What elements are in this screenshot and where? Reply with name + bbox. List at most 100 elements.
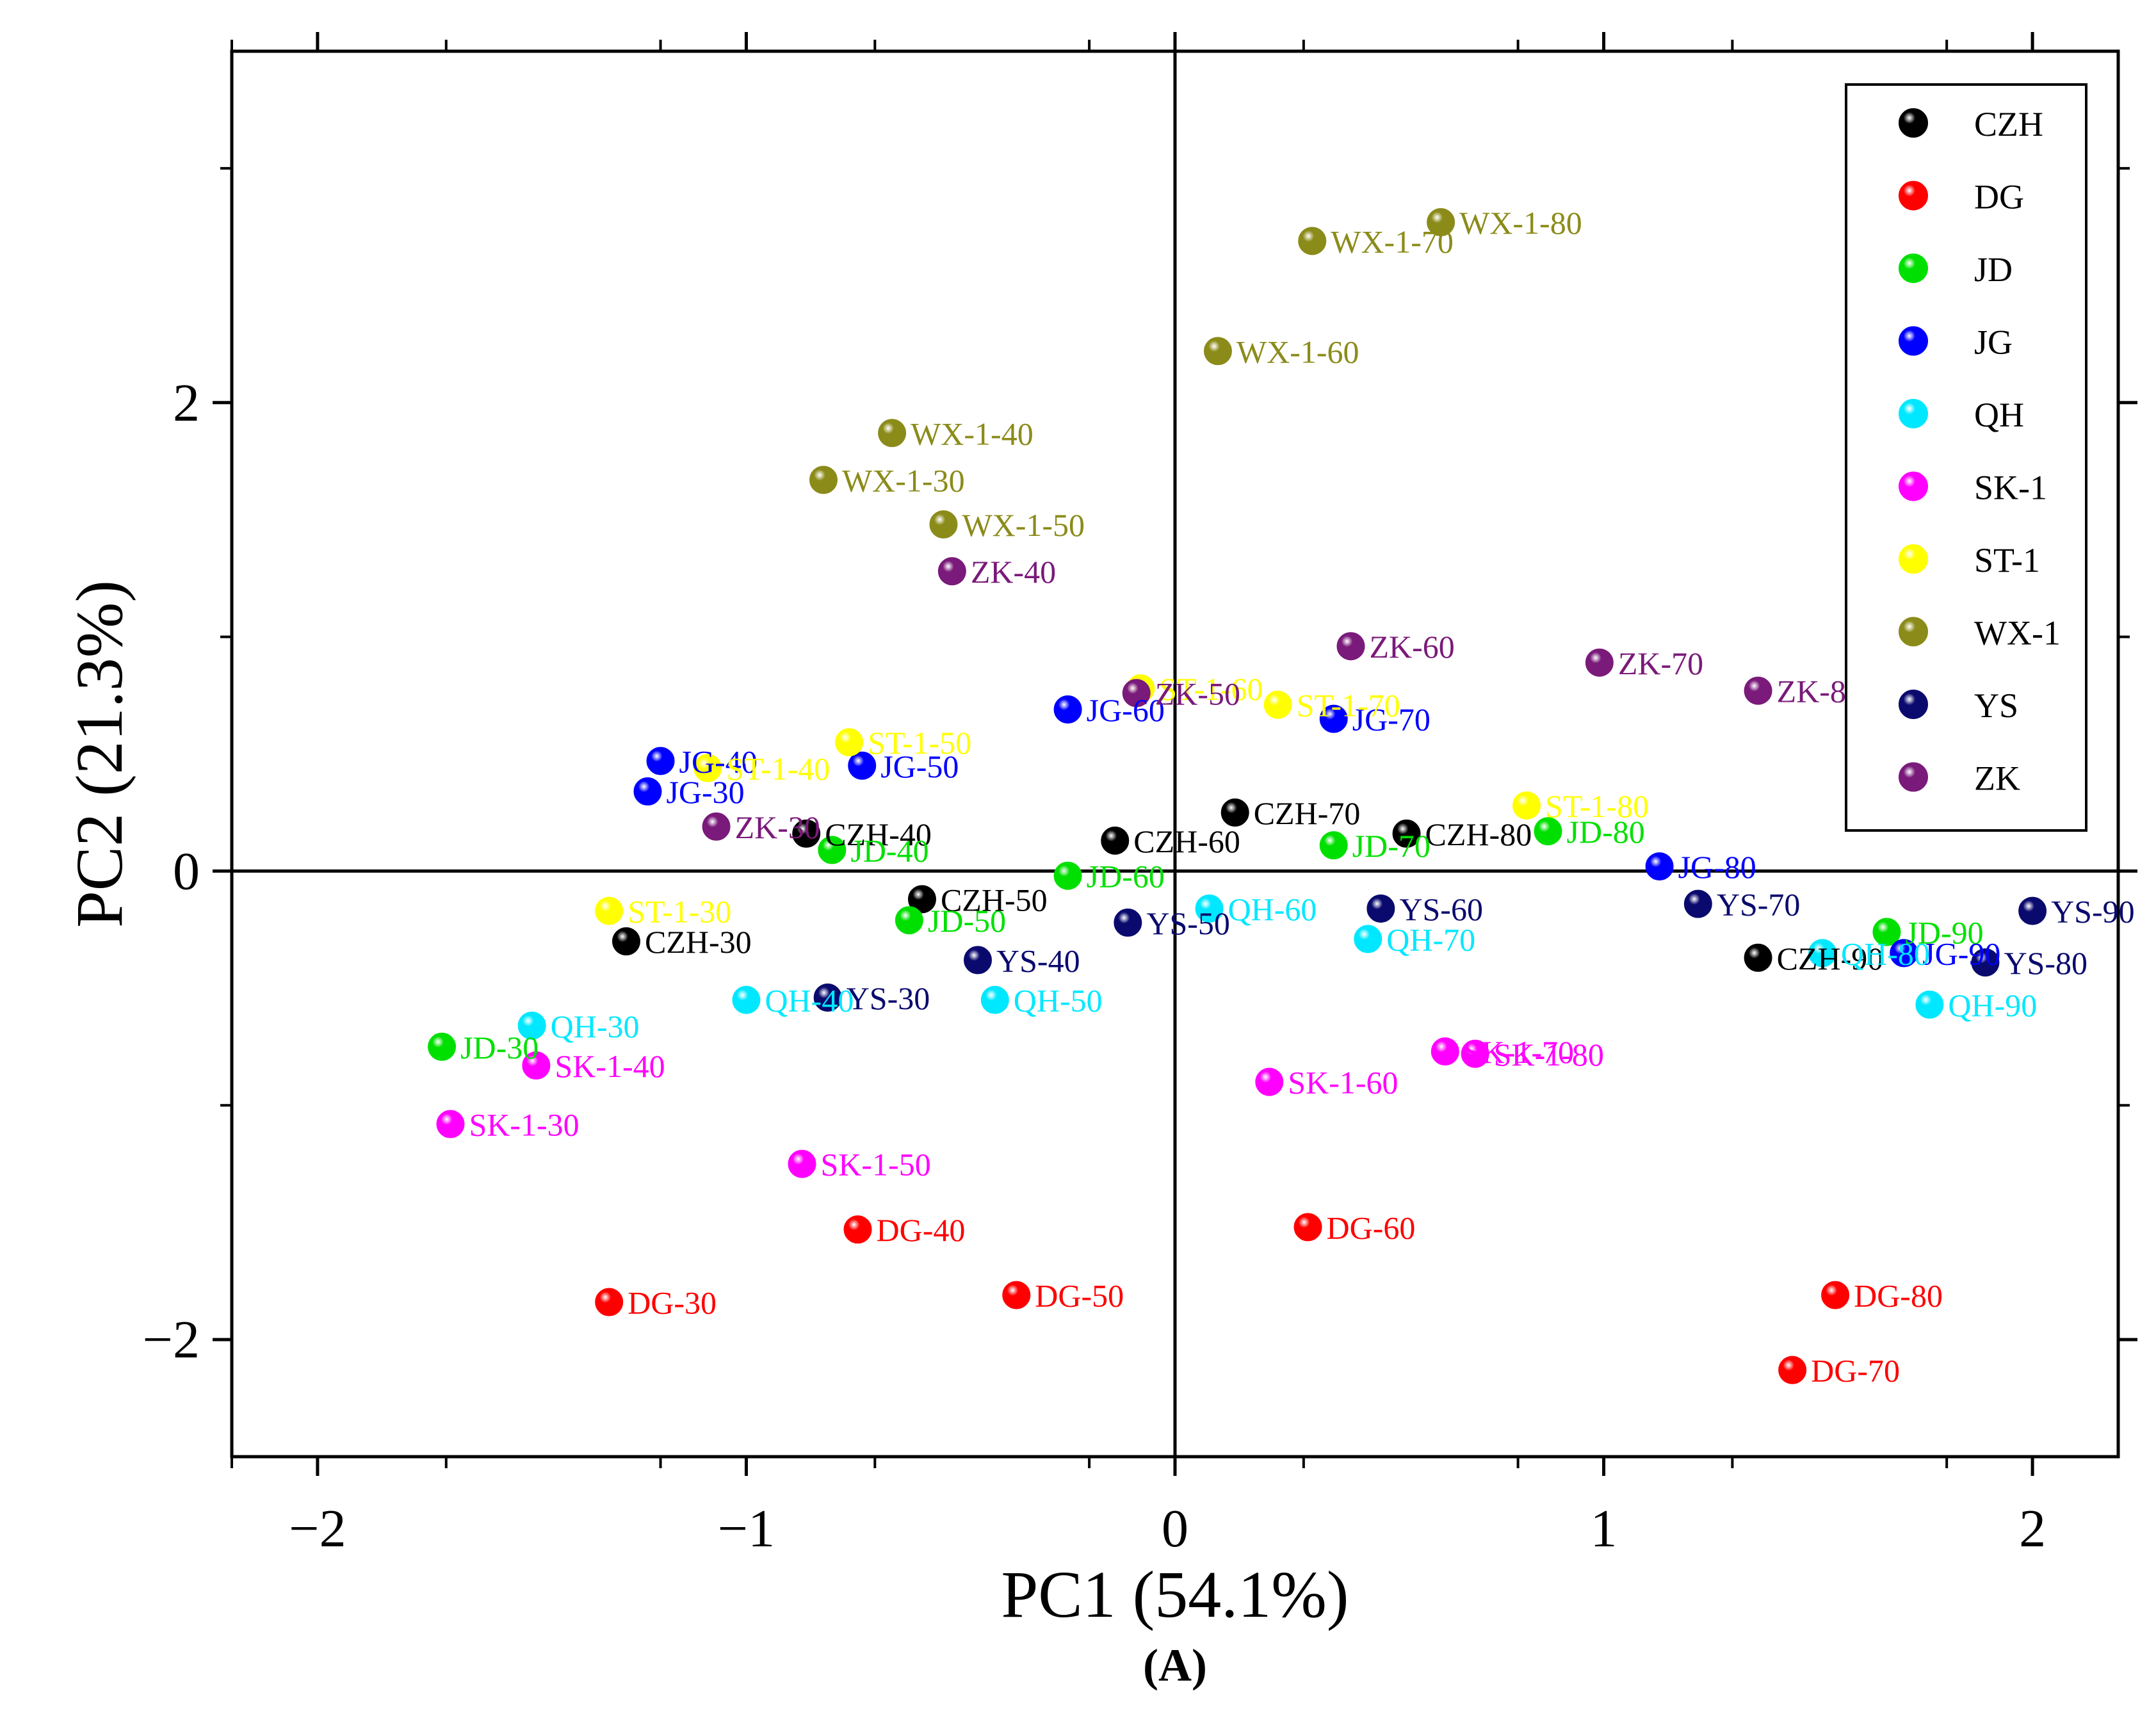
point-label-qh-70: QH-70: [1386, 922, 1475, 958]
point-label-qh-50: QH-50: [1014, 983, 1103, 1019]
point-label-wx-1-50: WX-1-50: [962, 507, 1085, 543]
point-label-wx-1-40: WX-1-40: [911, 416, 1033, 451]
legend-marker-qh: [1899, 399, 1928, 428]
point-label-dg-70: DG-70: [1811, 1353, 1900, 1389]
point-label-st-1-40: ST-1-40: [726, 750, 830, 786]
point-label-jg-90: JG-90: [1922, 935, 2000, 971]
x-tick-label: −1: [718, 1499, 775, 1558]
point-jg-40: [646, 747, 675, 775]
x-tick-label: 2: [2019, 1499, 2046, 1558]
legend-marker-jd: [1899, 254, 1928, 283]
point-label-wx-1-80: WX-1-80: [1459, 205, 1582, 241]
legend-label-dg: DG: [1974, 178, 2024, 216]
point-label-zk-60: ZK-60: [1370, 629, 1455, 665]
point-label-dg-40: DG-40: [877, 1212, 966, 1248]
point-label-jd-60: JD-60: [1087, 859, 1165, 894]
point-czh-80: [1392, 819, 1421, 848]
legend-label-qh: QH: [1974, 396, 2024, 434]
point-label-ys-50: YS-50: [1146, 905, 1230, 941]
point-label-czh-50: CZH-50: [941, 882, 1048, 918]
point-label-qh-30: QH-30: [551, 1008, 640, 1044]
point-label-qh-60: QH-60: [1228, 891, 1317, 927]
point-label-wx-1-60: WX-1-60: [1236, 334, 1359, 369]
point-jd-50: [895, 906, 923, 935]
point-label-dg-30: DG-30: [628, 1285, 717, 1321]
point-zk-40: [937, 557, 966, 586]
point-label-jd-70: JD-70: [1352, 828, 1431, 864]
legend-label-jd: JD: [1974, 250, 2013, 289]
point-label-zk-30: ZK-30: [735, 809, 820, 845]
x-tick-label: 0: [1162, 1499, 1188, 1558]
point-label-st-1-80: ST-1-80: [1545, 788, 1649, 824]
point-qh-90: [1915, 990, 1944, 1019]
point-label-ys-30: YS-30: [847, 980, 930, 1016]
legend-marker-ys: [1899, 690, 1928, 719]
point-label-qh-80: QH-80: [1841, 935, 1930, 971]
legend-marker-wx-1: [1899, 617, 1928, 647]
point-zk-70: [1585, 648, 1614, 677]
point-label-wx-1-70: WX-1-70: [1331, 223, 1454, 259]
point-wx-1-60: [1203, 337, 1232, 366]
point-label-wx-1-30: WX-1-30: [842, 462, 965, 498]
point-label-jd-90: JD-90: [1905, 915, 1983, 951]
point-label-dg-80: DG-80: [1854, 1278, 1943, 1314]
point-dg-70: [1778, 1356, 1807, 1384]
point-ys-90: [2018, 896, 2047, 925]
point-label-sk-1-70: SK-1-70: [1464, 1034, 1574, 1070]
point-label-czh-30: CZH-30: [645, 924, 752, 960]
point-ys-80: [1971, 948, 2000, 977]
point-czh-90: [1744, 943, 1772, 972]
legend-label-czh: CZH: [1974, 105, 2043, 143]
legend-label-st-1: ST-1: [1974, 541, 2040, 579]
point-label-jg-80: JG-80: [1678, 849, 1756, 885]
point-label-jg-40: JG-40: [679, 743, 758, 779]
point-label-zk-50: ZK-50: [1155, 676, 1240, 711]
point-qh-40: [732, 985, 761, 1014]
legend-marker-st-1: [1899, 544, 1928, 574]
point-label-st-1-30: ST-1-30: [628, 894, 731, 930]
point-jd-90: [1872, 918, 1901, 946]
point-jd-80: [1534, 817, 1562, 846]
point-label-ys-40: YS-40: [996, 943, 1080, 978]
point-jg-90: [1890, 939, 1918, 967]
point-sk-1-80: [1461, 1039, 1489, 1068]
legend-label-ys: YS: [1974, 686, 2018, 725]
point-jg-30: [633, 777, 662, 806]
point-sk-1-30: [436, 1110, 465, 1138]
point-jg-60: [1053, 695, 1082, 724]
point-label-zk-70: ZK-70: [1618, 645, 1703, 681]
point-jd-70: [1319, 831, 1348, 860]
point-label-czh-40: CZH-40: [825, 816, 932, 852]
point-sk-1-70: [1431, 1037, 1459, 1066]
point-label-jd-50: JD-50: [928, 903, 1006, 939]
x-tick-label: −2: [289, 1499, 346, 1558]
point-jg-50: [848, 751, 877, 780]
legend-marker-sk-1: [1899, 471, 1928, 501]
point-czh-50: [907, 885, 936, 914]
legend-marker-dg: [1899, 181, 1928, 211]
point-sk-1-50: [788, 1149, 816, 1178]
point-label-jd-40: JD-40: [850, 832, 928, 868]
point-label-ys-60: YS-60: [1399, 891, 1483, 927]
point-czh-60: [1101, 826, 1130, 855]
point-label-jg-50: JG-50: [880, 749, 959, 784]
x-tick-label: 1: [1591, 1499, 1617, 1558]
point-label-sk-1-50: SK-1-50: [820, 1147, 930, 1183]
point-st-1-30: [595, 896, 624, 925]
point-zk-60: [1336, 632, 1365, 661]
point-label-jd-30: JD-30: [460, 1030, 539, 1065]
point-label-czh-90: CZH-90: [1777, 941, 1884, 976]
point-dg-30: [595, 1288, 624, 1316]
point-label-jg-60: JG-60: [1087, 692, 1165, 728]
figure-label: (A): [1143, 1640, 1207, 1691]
point-czh-40: [792, 819, 821, 848]
point-label-qh-90: QH-90: [1948, 987, 2037, 1023]
legend-marker-czh: [1899, 108, 1928, 138]
legend-marker-zk: [1899, 762, 1928, 792]
legend-label-zk: ZK: [1974, 759, 2020, 798]
point-label-ys-80: YS-80: [2004, 945, 2087, 981]
point-label-jg-30: JG-30: [666, 774, 744, 810]
point-wx-1-80: [1427, 208, 1455, 237]
y-tick-label: 0: [173, 841, 200, 901]
